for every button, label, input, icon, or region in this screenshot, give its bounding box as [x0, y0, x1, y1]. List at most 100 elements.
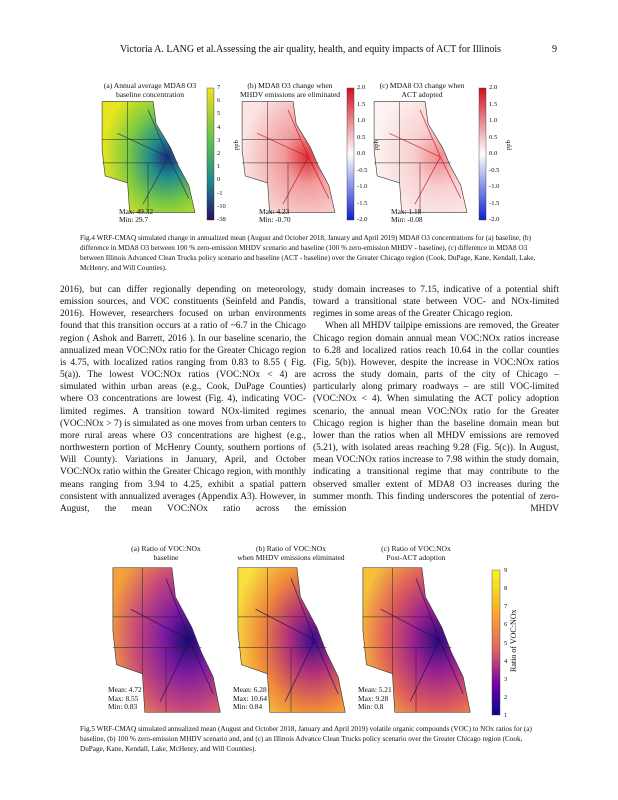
roads [130, 578, 214, 702]
colorbar-tick-label: 1 [217, 163, 221, 171]
colorbar-tick-label: -2.0 [357, 216, 368, 223]
colorbar-tick-label: 1.0 [357, 117, 366, 124]
panel-title: ACT adopted [401, 89, 443, 99]
map-region [362, 567, 471, 713]
panel-title: MHDV emissions are eliminated [239, 89, 341, 99]
panel-title: (a) Ratio of VOC:NOx [131, 544, 201, 553]
map-stat: Min: -0.08 [391, 215, 423, 224]
map-stat: Max: 10.64 [233, 693, 268, 703]
panel-title: (b) MDA8 O3 change when [247, 81, 333, 90]
map-stat: Mean: 5.21 [358, 685, 392, 694]
paragraph: When all MHDV tailpipe emissions are rem… [313, 321, 559, 514]
figure-caption: Fig.4 WRF-CMAQ simulated change in annua… [80, 233, 540, 273]
colorbar-tick-label: -1.5 [357, 199, 368, 207]
panel-title: baseline [153, 552, 179, 562]
map-stat: Max: 49.32 [119, 207, 154, 216]
colorbar-tick-label: 2.0 [489, 84, 498, 91]
colorbar-tick-label: 1 [504, 712, 508, 719]
page-number: 9 [552, 44, 557, 55]
county-borders [112, 567, 202, 713]
colorbar-tick-label: 0.0 [489, 150, 498, 157]
text-column: 2016), but can differ regionally dependi… [60, 284, 306, 515]
paragraph: 2016), but can differ regionally dependi… [60, 285, 306, 514]
colorbar-tick-label: 2.0 [357, 84, 366, 91]
panel-title: (a) Annual average MDA8 O3 [103, 81, 197, 90]
colorbar-unit: ppb [373, 140, 380, 150]
map-stat: Min: 0.84 [233, 702, 263, 711]
colorbar-tick-label: 4 [217, 123, 221, 131]
colorbar-unit: ppb [233, 140, 240, 150]
colorbar-tick-label: -0.5 [489, 166, 500, 174]
colorbar-tick-label: 8 [504, 585, 508, 593]
colorbar-tick-label: 6 [504, 621, 508, 629]
map-stat: Max: 9.28 [358, 693, 389, 703]
map-stat: Min: -0.70 [259, 215, 291, 224]
map-region [241, 101, 336, 213]
panel-title: (b) Ratio of VOC:NOx [255, 544, 327, 553]
map-region [101, 101, 196, 213]
colorbar-tick-label: 7 [504, 603, 508, 611]
roads [380, 578, 464, 702]
colorbar-tick-label: 0.0 [357, 150, 366, 157]
roads [117, 109, 190, 205]
paragraph: study domain increases to 7.15, indicati… [313, 285, 559, 320]
colorbar-tick-label: 2 [504, 693, 508, 701]
running-title: Victoria A. LANG et al.Assessing the air… [120, 44, 501, 55]
map-stat: Min: 0.8 [358, 702, 384, 711]
colorbar-tick-label: -0.5 [357, 166, 368, 174]
map-stat: Mean: 6.28 [233, 685, 267, 694]
text-column: study domain increases to 7.15, indicati… [313, 284, 559, 515]
colorbar-tick-label: 4 [504, 657, 508, 665]
colorbar [491, 569, 501, 716]
colorbar-tick-label: 3 [217, 136, 221, 144]
colorbar-tick-label: -2.0 [489, 216, 500, 223]
colorbar-tick-label: -1.0 [357, 183, 368, 190]
map-stat: Min: 29.7 [119, 215, 149, 224]
colorbar-tick-label: -1 [217, 189, 223, 197]
panel-title: (c) MDA8 O3 change when [379, 81, 465, 90]
colorbar-tick-label: 2 [217, 150, 221, 157]
figure-caption: Fig.5 WRF-CMAQ simulated annualized mean… [80, 724, 540, 754]
caption-text: WRF-CMAQ simulated annualized mean (Augu… [80, 725, 532, 753]
map-region [112, 567, 221, 713]
colorbar-tick-label: 7 [217, 84, 221, 91]
colorbar-tick-label: 0.5 [489, 133, 498, 141]
colorbar-tick-label: -38 [217, 216, 226, 223]
county-borders [237, 567, 327, 713]
roads [257, 109, 330, 205]
map-region [237, 567, 346, 713]
roads [255, 578, 339, 702]
map-stat: Max: 8.55 [108, 693, 139, 703]
colorbar-tick-label: 1.0 [489, 117, 498, 124]
colorbar [478, 87, 487, 221]
panel-title: when MHDV emissions eliminated [237, 552, 345, 562]
panel-title: Post-ACT adoption [386, 552, 446, 562]
caption-label: Fig.5 [80, 725, 97, 733]
colorbar-unit: ppb [505, 140, 512, 150]
colorbar-tick-label: 6 [217, 97, 221, 105]
colorbar-tick-label: -10 [217, 202, 226, 210]
roads [389, 109, 462, 205]
map-stat: Max: 4.23 [259, 207, 290, 216]
colorbar-tick-label: 5 [217, 110, 221, 118]
colorbar [346, 87, 355, 221]
map-stat: Mean: 4.72 [108, 685, 142, 694]
colorbar-tick-label: 9 [504, 567, 508, 574]
colorbar-tick-label: 1.5 [489, 100, 498, 108]
map-stat: Max: 1.18 [391, 207, 422, 216]
map-region [373, 101, 468, 213]
colorbar-label: Ratio of VOC:NOx [509, 609, 518, 672]
colorbar-tick-label: 0 [217, 176, 221, 184]
panel-title: (c) Ratio of VOC:NOx [381, 544, 451, 553]
colorbar-tick-label: -1.0 [489, 183, 500, 190]
colorbar [206, 87, 215, 221]
colorbar-tick-label: 1.5 [357, 100, 366, 108]
colorbar-tick-label: -1.5 [489, 199, 500, 207]
panel-title: baseline concentration [115, 89, 185, 99]
colorbar-tick-label: 5 [504, 639, 508, 647]
map-stat: Min: 0.83 [108, 702, 138, 711]
colorbar-tick-label: 3 [504, 675, 508, 683]
colorbar-tick-label: 0.5 [357, 133, 366, 141]
